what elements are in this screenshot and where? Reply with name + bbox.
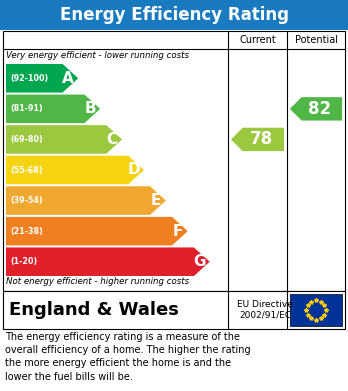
Polygon shape xyxy=(6,64,78,93)
Polygon shape xyxy=(6,156,144,184)
Bar xyxy=(3,31,345,291)
Text: (39-54): (39-54) xyxy=(10,196,42,205)
Text: EU Directive
2002/91/EC: EU Directive 2002/91/EC xyxy=(237,300,293,320)
Text: B: B xyxy=(84,101,96,117)
Text: G: G xyxy=(193,254,206,269)
Text: (69-80): (69-80) xyxy=(10,135,43,144)
Text: (55-68): (55-68) xyxy=(10,165,43,174)
Polygon shape xyxy=(6,217,188,246)
Text: Current: Current xyxy=(239,35,276,45)
Text: The energy efficiency rating is a measure of the
overall efficiency of a home. T: The energy efficiency rating is a measur… xyxy=(5,332,251,382)
Polygon shape xyxy=(6,125,122,154)
Polygon shape xyxy=(6,186,166,215)
Text: F: F xyxy=(172,224,183,239)
Text: D: D xyxy=(127,163,140,178)
Text: 82: 82 xyxy=(308,100,332,118)
Bar xyxy=(3,291,345,329)
Text: (21-38): (21-38) xyxy=(10,227,43,236)
Text: A: A xyxy=(62,71,74,86)
Bar xyxy=(290,294,342,326)
Polygon shape xyxy=(6,95,100,123)
Text: 78: 78 xyxy=(250,131,273,149)
Polygon shape xyxy=(290,97,342,120)
Text: (81-91): (81-91) xyxy=(10,104,43,113)
Bar xyxy=(0,0,348,30)
Polygon shape xyxy=(6,248,209,276)
Text: (92-100): (92-100) xyxy=(10,74,48,83)
Text: Energy Efficiency Rating: Energy Efficiency Rating xyxy=(60,6,288,24)
Text: (1-20): (1-20) xyxy=(10,257,37,266)
Text: Very energy efficient - lower running costs: Very energy efficient - lower running co… xyxy=(6,51,189,60)
Text: England & Wales: England & Wales xyxy=(9,301,179,319)
Text: Potential: Potential xyxy=(294,35,338,45)
Polygon shape xyxy=(231,128,284,151)
Text: E: E xyxy=(150,193,161,208)
Text: C: C xyxy=(106,132,117,147)
Text: Not energy efficient - higher running costs: Not energy efficient - higher running co… xyxy=(6,277,189,286)
